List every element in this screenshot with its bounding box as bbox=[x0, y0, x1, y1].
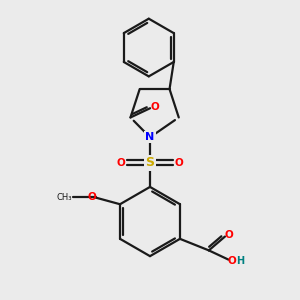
Text: O: O bbox=[227, 256, 236, 266]
Text: S: S bbox=[146, 156, 154, 169]
Text: CH₃: CH₃ bbox=[56, 193, 72, 202]
Text: O: O bbox=[87, 192, 96, 202]
Text: O: O bbox=[117, 158, 125, 168]
Text: H: H bbox=[236, 256, 244, 266]
Text: O: O bbox=[175, 158, 183, 168]
Text: O: O bbox=[224, 230, 233, 240]
Text: N: N bbox=[146, 132, 154, 142]
Text: O: O bbox=[150, 102, 159, 112]
